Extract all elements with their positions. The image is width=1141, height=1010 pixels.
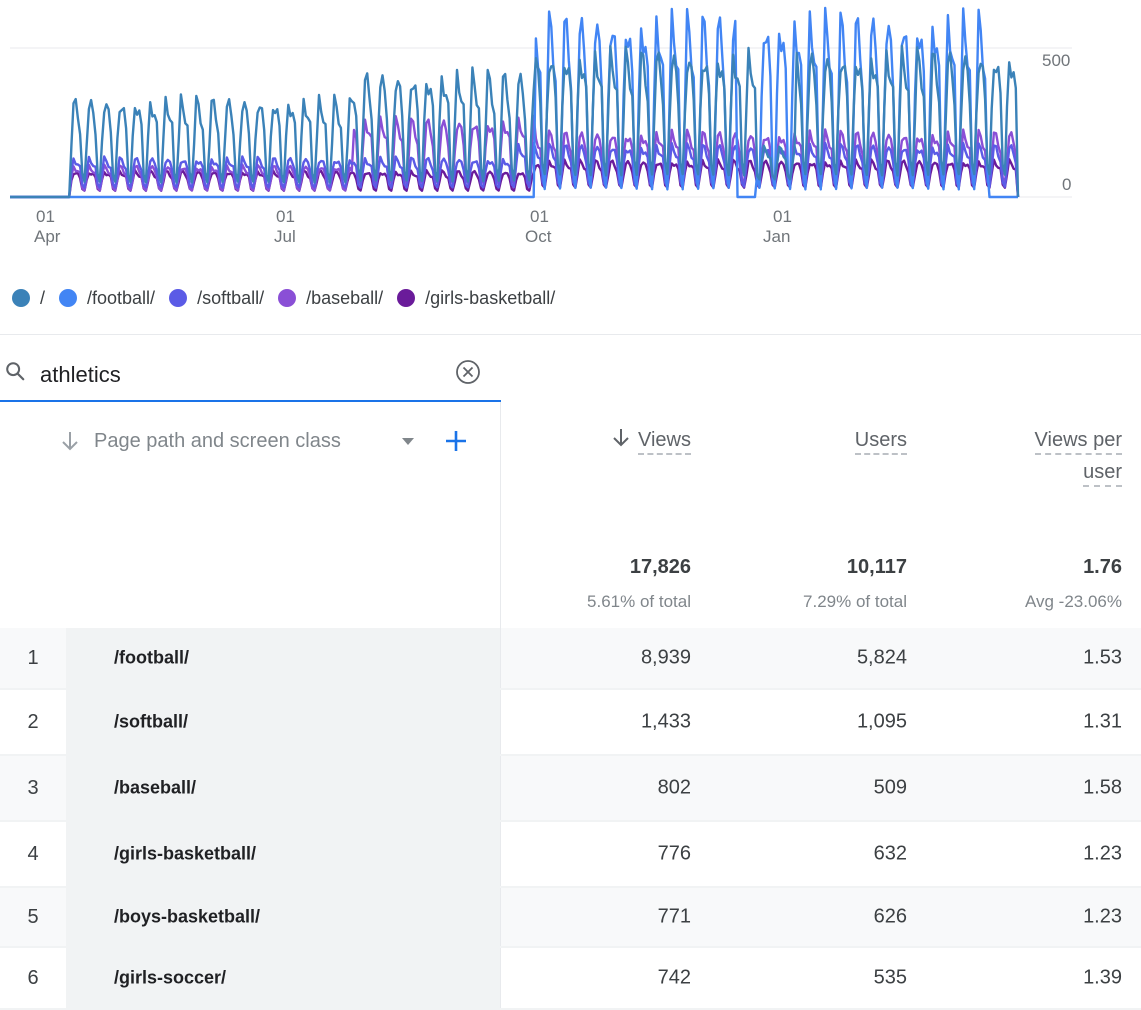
legend-item-girls-basketball[interactable]: /girls-basketball/ bbox=[397, 288, 555, 309]
x-tick-day-label: 01 bbox=[773, 207, 792, 226]
row-index: 3 bbox=[27, 776, 39, 799]
views-per-user-value: 1.23 bbox=[1083, 842, 1122, 865]
series-line bbox=[10, 44, 1020, 199]
legend-dot bbox=[397, 289, 416, 307]
path-cell: /girls-soccer/ bbox=[66, 948, 501, 1008]
chart-legend: / /football/ /softball/ /baseball/ /girl… bbox=[12, 284, 569, 312]
views-value: 776 bbox=[657, 842, 691, 865]
series-line bbox=[10, 6, 1018, 199]
caret-down-icon[interactable] bbox=[402, 438, 414, 446]
row-index: 5 bbox=[27, 905, 39, 928]
page-path[interactable]: /boys-basketball/ bbox=[114, 906, 261, 927]
table-search bbox=[0, 348, 501, 402]
page-path[interactable]: /football/ bbox=[114, 647, 189, 668]
views-per-user-column-header[interactable]: Views per user bbox=[1034, 424, 1122, 488]
x-tick-day-label: 01 bbox=[36, 207, 55, 226]
users-value: 626 bbox=[873, 905, 907, 928]
path-cell: /football/ bbox=[66, 628, 501, 688]
views-per-user-total: 1.76 bbox=[1083, 556, 1122, 578]
table-header: Page path and screen class Views Users V… bbox=[0, 402, 1141, 628]
views-per-user-value: 1.23 bbox=[1083, 905, 1122, 928]
arrow-down-icon bbox=[62, 432, 78, 451]
views-per-user-value: 1.31 bbox=[1083, 710, 1122, 733]
legend-dot bbox=[12, 289, 30, 307]
users-value: 535 bbox=[873, 966, 907, 989]
users-total-share: 7.29% of total bbox=[803, 592, 907, 611]
views-value: 742 bbox=[657, 966, 691, 989]
line-chart: 500 0 01 Apr 01 Jul 01 Oct 01 Jan bbox=[0, 0, 1141, 260]
legend-label: / bbox=[40, 287, 46, 308]
legend-dot bbox=[59, 289, 78, 307]
users-value: 1,095 bbox=[856, 710, 907, 733]
page-path[interactable]: /softball/ bbox=[114, 711, 189, 732]
legend-item-football[interactable]: /football/ bbox=[59, 288, 155, 309]
row-index: 1 bbox=[27, 646, 39, 669]
legend-item-softball[interactable]: /softball/ bbox=[169, 288, 264, 309]
search-input[interactable] bbox=[40, 358, 440, 392]
data-table: 1 /football/ 8,939 5,824 1.53 2 /softbal… bbox=[0, 628, 1141, 1010]
table-row[interactable]: 4 /girls-basketball/ 776 632 1.23 bbox=[0, 822, 1141, 888]
arrow-down-icon bbox=[613, 429, 629, 447]
legend-label: /football/ bbox=[87, 287, 156, 308]
users-value: 509 bbox=[873, 776, 907, 799]
legend-label: /girls-basketball/ bbox=[425, 287, 556, 308]
page-path[interactable]: /girls-soccer/ bbox=[114, 967, 227, 988]
views-total: 17,826 bbox=[629, 556, 691, 578]
clear-circle-icon[interactable] bbox=[455, 359, 481, 385]
table-row[interactable]: 2 /softball/ 1,433 1,095 1.31 bbox=[0, 690, 1141, 756]
views-value: 8,939 bbox=[640, 646, 691, 669]
row-index: 4 bbox=[27, 842, 39, 865]
x-tick-day-label: 01 bbox=[530, 207, 549, 226]
table-row[interactable]: 5 /boys-basketball/ 771 626 1.23 bbox=[0, 888, 1141, 948]
y-tick-label: 0 bbox=[1062, 175, 1071, 194]
legend-item-baseball[interactable]: /baseball/ bbox=[278, 288, 383, 309]
line-chart-svg: 500 0 01 Apr 01 Jul 01 Oct 01 Jan bbox=[10, 6, 1072, 246]
views-per-user-header-line1: Views per bbox=[1034, 429, 1122, 455]
views-per-user-avg: Avg -23.06% bbox=[1024, 592, 1122, 611]
users-total: 10,117 bbox=[846, 556, 907, 578]
path-cell: /boys-basketball/ bbox=[66, 888, 501, 946]
x-tick-day-label: 01 bbox=[276, 207, 295, 226]
x-tick-month-label: Jan bbox=[763, 227, 790, 246]
views-per-user-value: 1.39 bbox=[1083, 966, 1122, 989]
table-row[interactable]: 3 /baseball/ 802 509 1.58 bbox=[0, 756, 1141, 822]
path-cell: /softball/ bbox=[66, 690, 501, 754]
series-layer bbox=[10, 6, 1020, 199]
views-per-user-header-line2: user bbox=[1083, 461, 1122, 487]
users-value: 632 bbox=[873, 842, 907, 865]
table-row[interactable]: 1 /football/ 8,939 5,824 1.53 bbox=[0, 628, 1141, 690]
x-tick-month-label: Oct bbox=[525, 227, 552, 246]
views-value: 1,433 bbox=[640, 710, 691, 733]
users-header-label: Users bbox=[854, 429, 907, 455]
page-path[interactable]: /baseball/ bbox=[114, 777, 197, 798]
section-divider bbox=[0, 334, 1141, 335]
legend-item-root[interactable]: / bbox=[12, 288, 45, 309]
legend-dot bbox=[169, 289, 188, 307]
table-row[interactable]: 6 /girls-soccer/ 742 535 1.39 bbox=[0, 948, 1141, 1010]
views-total-share: 5.61% of total bbox=[587, 592, 691, 611]
legend-label: /baseball/ bbox=[306, 287, 384, 308]
views-column-header[interactable]: Views bbox=[612, 424, 691, 456]
views-value: 771 bbox=[657, 905, 691, 928]
page-path[interactable]: /girls-basketball/ bbox=[114, 843, 257, 864]
y-tick-label: 500 bbox=[1042, 51, 1070, 70]
users-column-header[interactable]: Users bbox=[854, 424, 907, 456]
legend-label: /softball/ bbox=[197, 287, 265, 308]
path-cell: /girls-basketball/ bbox=[66, 822, 501, 886]
views-per-user-value: 1.53 bbox=[1083, 646, 1122, 669]
users-value: 5,824 bbox=[856, 646, 907, 669]
dimension-label[interactable]: Page path and screen class bbox=[94, 430, 341, 452]
legend-dot bbox=[278, 289, 297, 307]
row-index: 6 bbox=[27, 966, 39, 989]
x-tick-month-label: Apr bbox=[34, 227, 61, 246]
views-value: 802 bbox=[657, 776, 691, 799]
path-cell: /baseball/ bbox=[66, 756, 501, 820]
views-header-label: Views bbox=[638, 429, 691, 455]
search-icon bbox=[6, 362, 25, 381]
views-per-user-value: 1.58 bbox=[1083, 776, 1122, 799]
dimension-header: Page path and screen class bbox=[0, 402, 501, 628]
row-index: 2 bbox=[27, 710, 39, 733]
x-tick-month-label: Jul bbox=[274, 227, 296, 246]
plus-icon[interactable] bbox=[444, 429, 468, 453]
